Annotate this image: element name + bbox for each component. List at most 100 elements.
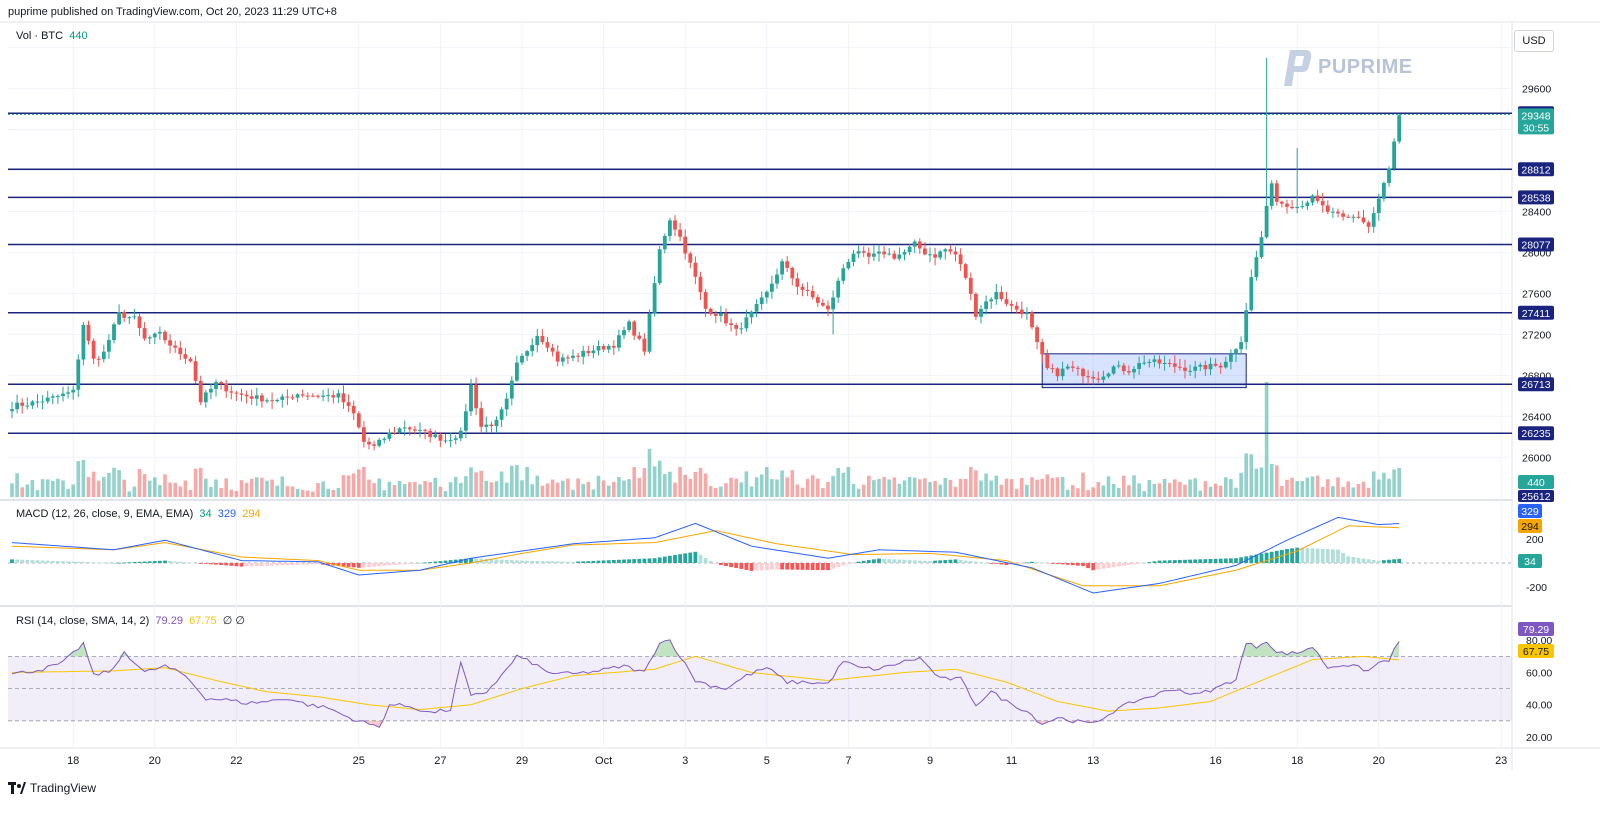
volume-bar	[581, 483, 585, 497]
volume-bar	[1300, 481, 1305, 497]
price-axis-tick: 28400	[1522, 206, 1551, 218]
candle	[872, 245, 876, 262]
volume-bar	[637, 477, 642, 497]
candle-body	[1172, 363, 1177, 367]
macd-histogram-bar	[627, 559, 631, 563]
macd-histogram-bar	[1213, 558, 1218, 563]
candle-body	[1157, 359, 1162, 364]
level-label: 28812	[1518, 162, 1554, 177]
volume-bar	[1086, 490, 1090, 497]
candle-body	[305, 395, 310, 397]
candle	[15, 394, 19, 414]
time-axis-tick: 22	[230, 755, 242, 767]
candle	[474, 377, 478, 416]
volume-bar	[30, 479, 35, 497]
volume-bar	[321, 481, 325, 497]
volume-bar	[979, 480, 983, 497]
volume-bar	[214, 479, 218, 497]
volume-bar	[708, 486, 713, 497]
candle	[1259, 231, 1264, 259]
tradingview-footer[interactable]: TradingView	[8, 781, 96, 795]
candle	[540, 329, 545, 345]
candle	[1356, 211, 1361, 219]
candle-body	[188, 358, 193, 362]
candle	[1030, 310, 1034, 330]
candle	[25, 397, 30, 410]
candle-body	[132, 316, 137, 318]
candle-body	[1259, 237, 1264, 258]
macd-histogram-bar	[1060, 563, 1065, 565]
candle-body	[479, 408, 484, 427]
macd-histogram-bar	[341, 563, 346, 567]
candle	[484, 416, 489, 433]
candle-body	[764, 291, 769, 298]
candle	[300, 389, 305, 398]
macd-line	[11, 516, 1400, 594]
candle	[469, 378, 473, 416]
candle	[1300, 200, 1305, 209]
macd-histogram-bar	[713, 563, 718, 565]
volume-bar	[989, 480, 993, 497]
volume-bar	[51, 480, 55, 497]
macd-histogram-bar	[1361, 558, 1366, 563]
candle-body	[1295, 206, 1300, 209]
volume-bar	[443, 491, 448, 497]
candle-body	[1203, 364, 1208, 370]
candle	[423, 428, 427, 440]
rsi-overbought-fill	[1307, 647, 1313, 657]
volume-bar	[234, 491, 239, 497]
candle	[152, 332, 157, 345]
candle-body	[719, 313, 723, 316]
current-price-value: 29348	[1521, 110, 1550, 122]
volume-bar	[158, 485, 162, 497]
macd-histogram-bar	[1014, 563, 1019, 564]
candle	[581, 345, 586, 365]
macd-histogram-bar	[484, 558, 489, 563]
macd-histogram-bar	[50, 560, 55, 563]
candle-body	[1290, 206, 1294, 209]
macd-histogram-bar	[117, 562, 121, 564]
candle	[305, 392, 310, 401]
macd-histogram-bar	[504, 559, 509, 563]
candle-body	[474, 384, 478, 409]
volume-bar	[265, 480, 269, 497]
macd-histogram-bar	[805, 563, 810, 570]
candle-body	[632, 321, 637, 336]
candle	[178, 341, 183, 361]
volume-bar	[1259, 467, 1264, 497]
candle	[642, 333, 647, 356]
candle	[71, 385, 76, 400]
macd-signal-label-bg	[1518, 519, 1542, 533]
volume-floor-label-bg	[1518, 490, 1554, 502]
macd-histogram-bar	[1111, 563, 1116, 568]
candle-body	[1045, 354, 1050, 369]
macd-histogram-bar	[1320, 548, 1325, 563]
volume-bar	[1157, 483, 1162, 497]
candle	[566, 354, 570, 365]
volume-bar	[765, 467, 769, 497]
candle	[775, 268, 779, 289]
volume-bar	[1224, 477, 1228, 497]
candle-body	[56, 396, 60, 398]
currency-button[interactable]: USD	[1514, 30, 1554, 52]
candle	[851, 249, 856, 267]
volume-bar	[714, 488, 718, 497]
macd-histogram-bar	[1070, 563, 1075, 566]
volume-bar	[209, 487, 213, 497]
macd-histogram-bar	[994, 563, 999, 564]
candle-body	[392, 432, 397, 434]
candle	[244, 390, 249, 404]
volume-bar	[1040, 478, 1044, 497]
candle	[458, 427, 463, 442]
macd-histogram-bar	[229, 563, 234, 566]
macd-histogram-bar	[45, 560, 50, 563]
candle	[1336, 208, 1340, 218]
candle-body	[469, 384, 473, 412]
candle-body	[800, 286, 805, 290]
volume-bar	[71, 484, 75, 497]
candle-body	[280, 396, 285, 400]
candle-body	[122, 311, 127, 318]
candle-body	[591, 350, 596, 354]
candle	[1004, 291, 1009, 307]
